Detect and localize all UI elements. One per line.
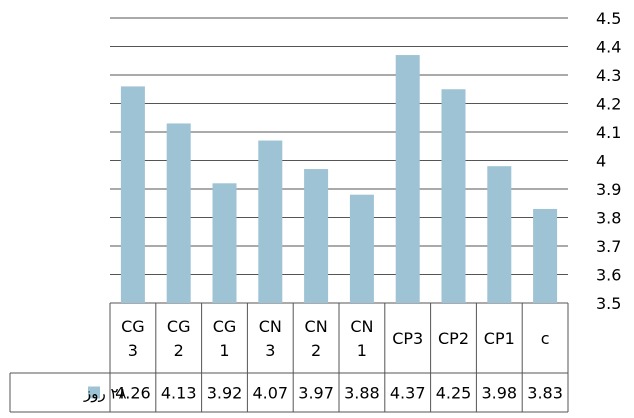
data-label: 4.26 <box>115 384 151 403</box>
category-label: 3 <box>128 341 138 360</box>
data-label: 3.98 <box>481 384 517 403</box>
y-tick-label: 4 <box>596 152 606 171</box>
category-label: CP3 <box>392 329 423 348</box>
y-tick-label: 4.4 <box>596 38 621 57</box>
category-label: CP2 <box>438 329 469 348</box>
y-tick-label: 4.2 <box>596 95 621 114</box>
y-tick-label: 3.7 <box>596 237 621 256</box>
y-tick-label: 4.5 <box>596 9 621 28</box>
bar <box>487 166 512 303</box>
y-tick-label: 3.5 <box>596 294 621 313</box>
category-label: CG <box>167 317 191 336</box>
data-label: 4.25 <box>436 384 472 403</box>
category-label: 3 <box>265 341 275 360</box>
category-label: CN <box>259 317 282 336</box>
category-label: c <box>541 329 550 348</box>
data-label: 4.07 <box>252 384 288 403</box>
bar <box>441 89 466 303</box>
bar <box>166 123 191 303</box>
data-label: 3.83 <box>527 384 563 403</box>
bar <box>395 55 420 303</box>
y-axis-ticks: 3.5 3.6 3.7 3.8 3.9 4 4.1 4.2 4.3 4.4 4.5 <box>596 9 621 313</box>
bar <box>349 194 374 303</box>
category-label: CG <box>121 317 145 336</box>
category-label: CP1 <box>484 329 515 348</box>
y-tick-label: 3.8 <box>596 209 621 228</box>
bar <box>212 183 237 303</box>
legend-swatch <box>88 386 100 399</box>
bar <box>304 169 329 303</box>
data-label: 4.37 <box>390 384 426 403</box>
y-tick-label: 3.6 <box>596 266 621 285</box>
data-label: 3.88 <box>344 384 380 403</box>
bar <box>533 208 558 303</box>
data-label: 3.97 <box>298 384 334 403</box>
data-label: 4.13 <box>161 384 197 403</box>
bars <box>120 55 558 304</box>
category-label: 2 <box>174 341 184 360</box>
data-table: CG 3 CG 2 CG 1 CN 3 CN 2 CN 1 CP3 CP2 CP1 c 4.26 4.13 3.92… <box>9 303 569 413</box>
category-label: 1 <box>357 341 367 360</box>
category-label: CN <box>350 317 373 336</box>
y-tick-label: 4.3 <box>596 66 621 85</box>
y-tick-label: 4.1 <box>596 123 621 142</box>
bar <box>258 140 283 303</box>
data-label: 3.92 <box>207 384 243 403</box>
legend-label: ۲۸ روز <box>83 385 127 403</box>
category-label: CG <box>213 317 237 336</box>
y-tick-label: 3.9 <box>596 180 621 199</box>
category-label: 2 <box>311 341 321 360</box>
bar <box>120 86 145 304</box>
category-label: 1 <box>219 341 229 360</box>
category-label: CN <box>305 317 328 336</box>
